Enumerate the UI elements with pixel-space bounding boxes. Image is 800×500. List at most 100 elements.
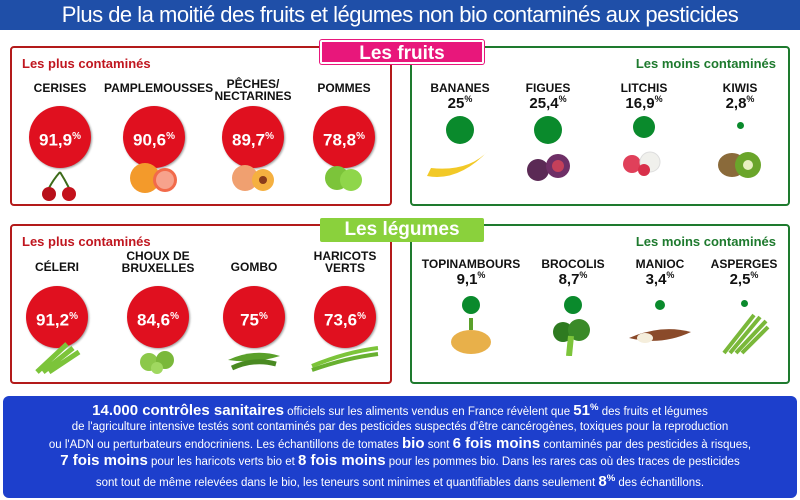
- pct-badge: 91,9%: [29, 106, 91, 168]
- celery-icon: [35, 342, 81, 375]
- legume-item-choux: CHOUX DE BRUXELLES 84,6%: [108, 250, 208, 379]
- pct-unit: %: [356, 131, 365, 142]
- pct-label: 2,8%: [700, 94, 780, 112]
- pct-value: 91,9: [39, 130, 73, 150]
- pct-label: 2,5%: [704, 270, 784, 288]
- pct-dot: [462, 296, 480, 314]
- pct-value: 75: [240, 310, 259, 330]
- fruit-item-pamplemousses: PAMPLEMOUSSES 90,6%: [104, 81, 214, 199]
- pct-value: 90,6: [133, 130, 167, 150]
- pct-value: 2,8: [725, 95, 747, 112]
- summary-highlight: 6 fois moins: [452, 434, 541, 452]
- pct-unit: %: [746, 94, 755, 104]
- summary-text: pour les pommes bio. Dans les rares cas …: [385, 456, 740, 469]
- legume-item-asperges: ASPERGES 2,5%: [704, 258, 784, 360]
- pct-dot: [534, 116, 562, 144]
- summary-highlight: 8 fois moins: [298, 452, 386, 470]
- item-name-line1: HARICOTS: [313, 249, 377, 263]
- fruit-item-pommes: POMMES 78,8%: [304, 82, 384, 197]
- summary-highlight: 14.000 contrôles sanitaires: [92, 401, 284, 419]
- legumes-least-panel: Les moins contaminés TOPINAMBOURS 9,1% B…: [410, 224, 790, 384]
- pct-value: 2,5: [729, 271, 751, 288]
- item-name: CÉLERI: [34, 260, 79, 274]
- pct-dot: [446, 116, 474, 144]
- fig-icon: [527, 154, 570, 181]
- legume-item-manioc: MANIOC 3,4%: [620, 258, 700, 355]
- pct-value: 84,6: [137, 310, 171, 330]
- legumes-heading: Les légumes: [320, 218, 484, 242]
- summary-text: pour les haricots verts bio et: [147, 456, 299, 469]
- item-name: POMMES: [317, 81, 371, 95]
- grapefruit-icon: [130, 163, 177, 193]
- pct-unit: %: [558, 94, 567, 104]
- page-title: Plus de la moitié des fruits et légumes …: [0, 0, 800, 30]
- pct-unit: %: [654, 94, 663, 104]
- pct-label: 25%: [420, 94, 500, 112]
- item-name: PÊCHES/NECTARINES: [208, 78, 298, 106]
- item-name: MANIOC: [635, 257, 685, 271]
- summary-unit: %: [589, 402, 599, 413]
- cassava-icon: [629, 329, 691, 343]
- pct-value: 9,1: [456, 271, 478, 288]
- pct-unit: %: [69, 311, 78, 322]
- pct-unit: %: [579, 270, 588, 280]
- item-name-line1: CHOUX DE: [126, 249, 190, 263]
- summary-text: officiels sur les aliments vendus en Fra…: [283, 405, 574, 418]
- pct-unit: %: [166, 131, 175, 142]
- pct-unit: %: [464, 94, 473, 104]
- pct-value: 3,4: [645, 271, 667, 288]
- item-name: LITCHIS: [620, 81, 668, 95]
- legume-item-haricots: HARICOTS VERTS 73,6%: [302, 250, 388, 377]
- fruit-item-litchis: LITCHIS 16,9%: [604, 82, 684, 181]
- pct-value: 25,4: [529, 95, 559, 112]
- pct-value: 91,2: [36, 310, 70, 330]
- fruits-heading: Les fruits: [320, 40, 484, 64]
- pct-dot: [736, 122, 744, 129]
- fruit-item-kiwis: KIWIS 2,8%: [700, 82, 780, 186]
- pct-badge: 84,6%: [127, 286, 189, 348]
- summary-line-2: de l'agriculture intensive testés sont c…: [71, 421, 729, 434]
- pct-unit: %: [750, 270, 759, 280]
- fruit-item-figues: FIGUES 25,4%: [508, 82, 588, 187]
- pct-unit: %: [259, 311, 268, 322]
- pct-unit: %: [666, 270, 675, 280]
- kiwi-icon: [718, 152, 761, 178]
- brussels-sprout-icon: [140, 351, 174, 374]
- summary-highlight: 7 fois moins: [60, 452, 148, 470]
- pct-value: 25: [447, 95, 465, 112]
- item-name-line1: PÊCHES/: [226, 77, 280, 91]
- summary-highlight: 8: [598, 472, 607, 490]
- pct-label: 16,9%: [604, 94, 684, 112]
- pct-label: 3,4%: [620, 270, 700, 288]
- fruit-item-cerises: CERISES 91,9%: [20, 82, 100, 207]
- apple-icon: [325, 166, 362, 191]
- pct-label: 8,7%: [528, 270, 618, 288]
- pct-dot: [564, 296, 582, 314]
- pct-value: 8,7: [558, 271, 580, 288]
- item-name: CERISES: [33, 81, 87, 95]
- pct-unit: %: [72, 131, 81, 142]
- banana-icon: [427, 150, 489, 177]
- legumes-most-label: Les plus contaminés: [22, 234, 151, 249]
- item-name: FIGUES: [525, 81, 571, 95]
- item-name: ASPERGES: [710, 257, 778, 271]
- fruits-least-label: Les moins contaminés: [635, 56, 776, 71]
- pct-badge: 73,6%: [314, 286, 376, 348]
- pct-dot: [740, 300, 748, 307]
- summary-text: sont tout de même relevées dans le bio, …: [95, 476, 599, 489]
- summary-line-1: 14.000 contrôles sanitaires officiels su…: [13, 400, 787, 420]
- pct-unit: %: [265, 131, 274, 142]
- broccoli-icon: [553, 319, 590, 357]
- summary-text: des fruits et légumes: [598, 405, 708, 418]
- legumes-most-panel: Les plus contaminés CÉLERI 91,2% CHOUX D…: [10, 224, 392, 384]
- lychee-icon: [623, 151, 661, 176]
- legume-item-gombo: GOMBO 75%: [212, 256, 296, 377]
- item-name-line2: VERTS: [324, 261, 365, 275]
- cherries-icon: [42, 171, 76, 201]
- summary-line-5: sont tout de même relevées dans le bio, …: [13, 471, 787, 491]
- legumes-least-label: Les moins contaminés: [635, 234, 776, 249]
- item-name: PAMPLEMOUSSES: [104, 81, 214, 95]
- pct-dot: [655, 300, 665, 310]
- item-name: KIWIS: [722, 81, 758, 95]
- pct-dot: [633, 116, 655, 138]
